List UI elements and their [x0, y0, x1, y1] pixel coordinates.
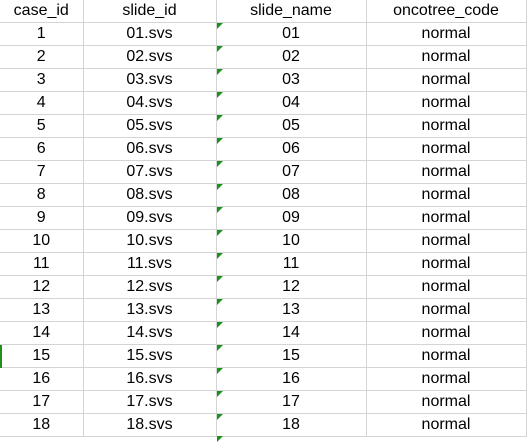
- case-id-cell[interactable]: 12: [0, 275, 84, 299]
- slide-id-cell[interactable]: 10.svs: [83, 229, 217, 253]
- selected-row-indicator: [0, 345, 2, 368]
- table-row: 18 18.svs 18 normal: [0, 413, 527, 437]
- header-row: case_id slide_id slide_name oncotree_cod…: [0, 0, 527, 23]
- slide-id-cell[interactable]: 08.svs: [83, 183, 217, 207]
- table-row: 1 01.svs 01 normal: [0, 22, 527, 46]
- slide-id-cell[interactable]: 14.svs: [83, 321, 217, 345]
- slide-id-cell[interactable]: 02.svs: [83, 45, 217, 69]
- case-id-cell[interactable]: 4: [0, 91, 84, 115]
- slide-id-cell[interactable]: 05.svs: [83, 114, 217, 138]
- case-id-cell[interactable]: 10: [0, 229, 84, 253]
- oncotree-code-cell[interactable]: normal: [366, 298, 527, 322]
- slide-id-cell[interactable]: 11.svs: [83, 252, 217, 276]
- table-row: 9 09.svs 09 normal: [0, 206, 527, 230]
- oncotree-code-cell[interactable]: normal: [366, 229, 527, 253]
- case-id-cell[interactable]: 2: [0, 45, 84, 69]
- case-id-cell[interactable]: 3: [0, 68, 84, 92]
- slide-id-cell[interactable]: 09.svs: [83, 206, 217, 230]
- oncotree-code-cell[interactable]: normal: [366, 390, 527, 414]
- error-indicator-icon: [217, 436, 223, 442]
- oncotree-code-cell[interactable]: normal: [366, 252, 527, 276]
- slide-name-cell[interactable]: 03: [216, 68, 367, 92]
- slide-name-cell[interactable]: 07: [216, 160, 367, 184]
- slide-id-cell[interactable]: 04.svs: [83, 91, 217, 115]
- slide-name-cell[interactable]: 17: [216, 390, 367, 414]
- oncotree-code-cell[interactable]: normal: [366, 275, 527, 299]
- oncotree-code-cell[interactable]: normal: [366, 367, 527, 391]
- oncotree-code-cell[interactable]: normal: [366, 321, 527, 345]
- case-id-cell[interactable]: 17: [0, 390, 84, 414]
- case-id-cell[interactable]: 16: [0, 367, 84, 391]
- oncotree-code-cell[interactable]: normal: [366, 206, 527, 230]
- case-id-cell[interactable]: 15: [0, 344, 84, 368]
- slide-id-cell[interactable]: 17.svs: [83, 390, 217, 414]
- slide-id-cell[interactable]: 07.svs: [83, 160, 217, 184]
- oncotree-code-cell[interactable]: normal: [366, 413, 527, 437]
- oncotree-code-cell[interactable]: normal: [366, 45, 527, 69]
- case-id-cell[interactable]: 13: [0, 298, 84, 322]
- header-case-id[interactable]: case_id: [0, 0, 84, 23]
- oncotree-code-cell[interactable]: normal: [366, 183, 527, 207]
- case-id-cell[interactable]: 14: [0, 321, 84, 345]
- slide-name-cell[interactable]: 12: [216, 275, 367, 299]
- slide-name-cell[interactable]: 01: [216, 22, 367, 46]
- case-id-cell[interactable]: 6: [0, 137, 84, 161]
- case-id-cell[interactable]: 11: [0, 252, 84, 276]
- header-slide-id[interactable]: slide_id: [83, 0, 217, 23]
- table-row: 2 02.svs 02 normal: [0, 45, 527, 69]
- slide-name-cell[interactable]: 04: [216, 91, 367, 115]
- table-row: 12 12.svs 12 normal: [0, 275, 527, 299]
- slide-id-cell[interactable]: 06.svs: [83, 137, 217, 161]
- table-row: 17 17.svs 17 normal: [0, 390, 527, 414]
- case-id-cell[interactable]: 5: [0, 114, 84, 138]
- slide-name-cell[interactable]: 09: [216, 206, 367, 230]
- case-id-cell[interactable]: 9: [0, 206, 84, 230]
- slide-id-cell[interactable]: 15.svs: [83, 344, 217, 368]
- slide-name-cell[interactable]: 18: [216, 413, 367, 437]
- table-row: 10 10.svs 10 normal: [0, 229, 527, 253]
- slide-name-cell[interactable]: 13: [216, 298, 367, 322]
- table-row: 4 04.svs 04 normal: [0, 91, 527, 115]
- slide-name-cell[interactable]: 11: [216, 252, 367, 276]
- slide-name-cell[interactable]: 05: [216, 114, 367, 138]
- case-id-cell[interactable]: 8: [0, 183, 84, 207]
- oncotree-code-cell[interactable]: normal: [366, 344, 527, 368]
- table-row: 14 14.svs 14 normal: [0, 321, 527, 345]
- slide-name-cell[interactable]: 06: [216, 137, 367, 161]
- header-slide-name[interactable]: slide_name: [216, 0, 367, 23]
- table-row: 3 03.svs 03 normal: [0, 68, 527, 92]
- oncotree-code-cell[interactable]: normal: [366, 22, 527, 46]
- table-row: 5 05.svs 05 normal: [0, 114, 527, 138]
- slide-id-cell[interactable]: 03.svs: [83, 68, 217, 92]
- table-row: 13 13.svs 13 normal: [0, 298, 527, 322]
- oncotree-code-cell[interactable]: normal: [366, 114, 527, 138]
- case-id-cell[interactable]: 7: [0, 160, 84, 184]
- header-oncotree-code[interactable]: oncotree_code: [366, 0, 527, 23]
- slide-name-cell[interactable]: 08: [216, 183, 367, 207]
- table-row: 15 15.svs 15 normal: [0, 344, 527, 368]
- case-id-cell[interactable]: 18: [0, 413, 84, 437]
- slide-id-cell[interactable]: 18.svs: [83, 413, 217, 437]
- table-row: 8 08.svs 08 normal: [0, 183, 527, 207]
- slide-name-cell[interactable]: 16: [216, 367, 367, 391]
- table-row: 16 16.svs 16 normal: [0, 367, 527, 391]
- table-row: 6 06.svs 06 normal: [0, 137, 527, 161]
- oncotree-code-cell[interactable]: normal: [366, 160, 527, 184]
- slide-name-cell[interactable]: 10: [216, 229, 367, 253]
- slide-id-cell[interactable]: 12.svs: [83, 275, 217, 299]
- slide-name-cell[interactable]: 14: [216, 321, 367, 345]
- slide-name-cell[interactable]: 15: [216, 344, 367, 368]
- oncotree-code-cell[interactable]: normal: [366, 91, 527, 115]
- table-row: 7 07.svs 07 normal: [0, 160, 527, 184]
- slide-id-cell[interactable]: 16.svs: [83, 367, 217, 391]
- oncotree-code-cell[interactable]: normal: [366, 137, 527, 161]
- case-id-cell[interactable]: 1: [0, 22, 84, 46]
- oncotree-code-cell[interactable]: normal: [366, 68, 527, 92]
- table-row: 11 11.svs 11 normal: [0, 252, 527, 276]
- slide-name-cell[interactable]: 02: [216, 45, 367, 69]
- slide-id-cell[interactable]: 13.svs: [83, 298, 217, 322]
- slide-id-cell[interactable]: 01.svs: [83, 22, 217, 46]
- data-rows: 1 01.svs 01 normal 2 02.svs 02 normal 3 03.svs 03 n…: [0, 22, 527, 437]
